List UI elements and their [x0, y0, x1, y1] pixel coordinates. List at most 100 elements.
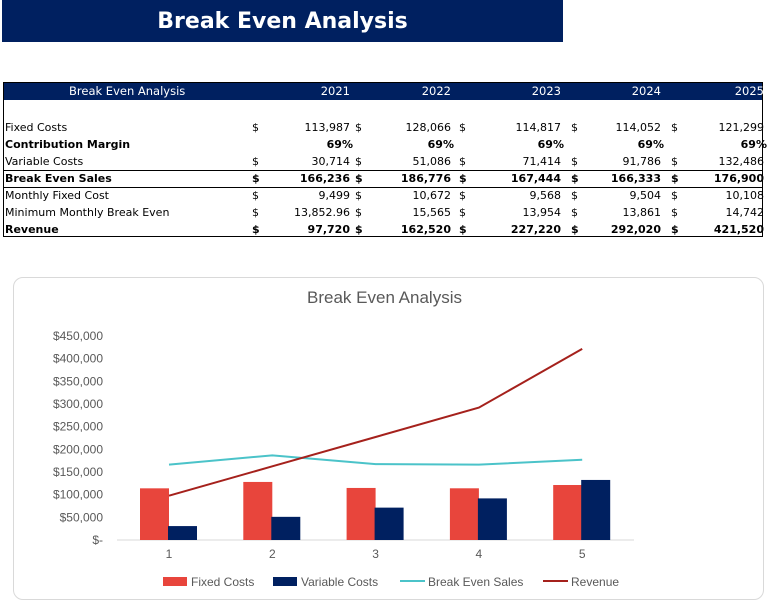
- currency-symbol: $: [355, 223, 363, 236]
- value-cell: 128,066: [405, 121, 452, 134]
- table-row: Break Even Sales $166,236 $186,776 $167,444…: [4, 170, 764, 187]
- y-tick-label: $300,000: [53, 397, 103, 411]
- currency-symbol: $: [571, 223, 579, 236]
- bar-fixed-costs: [553, 485, 583, 540]
- currency-symbol: $: [355, 155, 362, 168]
- bar-fixed-costs: [140, 488, 169, 540]
- value-cell: 91,786: [622, 155, 662, 168]
- year-header: 2025: [734, 84, 764, 98]
- row-label: Revenue: [5, 223, 59, 236]
- value-cell: 113,987: [304, 121, 351, 134]
- year-header: 2023: [531, 84, 561, 98]
- currency-symbol: $: [252, 121, 259, 134]
- currency-symbol: $: [252, 189, 259, 202]
- value-cell: 10,108: [725, 189, 765, 202]
- value-cell: 14,742: [725, 206, 765, 219]
- value-cell: 132,486: [718, 155, 765, 168]
- x-tick-label: 3: [372, 547, 379, 561]
- currency-symbol: $: [671, 206, 678, 219]
- line-break-even-sales: [168, 454, 583, 466]
- legend-label: Break Even Sales: [428, 575, 523, 589]
- x-tick-label: 1: [166, 547, 173, 561]
- value-cell: 30,714: [311, 155, 351, 168]
- y-tick-label: $-: [92, 533, 103, 547]
- value-cell: 176,900: [713, 172, 764, 185]
- row-label: Break Even Sales: [5, 172, 112, 185]
- currency-symbol: $: [252, 155, 259, 168]
- value-cell: 114,052: [615, 121, 662, 134]
- value-cell: 69%: [740, 138, 767, 151]
- value-cell: 114,817: [515, 121, 562, 134]
- chart-container: [13, 277, 764, 600]
- currency-symbol: $: [459, 223, 467, 236]
- year-header: 2024: [631, 84, 661, 98]
- bar-fixed-costs: [449, 488, 479, 540]
- row-divider: [4, 170, 762, 171]
- currency-symbol: $: [252, 172, 260, 185]
- year-header: 2021: [320, 84, 350, 98]
- value-cell: 421,520: [713, 223, 764, 236]
- value-cell: 186,776: [400, 172, 451, 185]
- value-cell: 9,504: [629, 189, 662, 202]
- currency-symbol: $: [459, 189, 466, 202]
- y-tick-label: $350,000: [53, 374, 103, 388]
- legend-swatch: [273, 577, 297, 586]
- row-divider: [4, 187, 762, 188]
- value-cell: 71,414: [522, 155, 562, 168]
- value-cell: 15,565: [412, 206, 452, 219]
- currency-symbol: $: [571, 206, 578, 219]
- x-tick-label: 4: [476, 547, 483, 561]
- currency-symbol: $: [671, 223, 679, 236]
- row-label: Variable Costs: [5, 155, 84, 168]
- year-header: 2022: [421, 84, 451, 98]
- currency-symbol: $: [252, 206, 259, 219]
- value-cell: 69%: [637, 138, 664, 151]
- value-cell: 166,236: [299, 172, 350, 185]
- y-tick-label: $400,000: [53, 352, 103, 366]
- line-revenue: [168, 348, 583, 497]
- currency-symbol: $: [571, 155, 578, 168]
- table-row: Contribution Margin 69% 69% 69% 69% 69%: [4, 136, 767, 153]
- currency-symbol: $: [355, 172, 363, 185]
- value-cell: 9,568: [529, 189, 562, 202]
- value-cell: 69%: [537, 138, 564, 151]
- table-row: Minimum Monthly Break Even $13,852.96 $15,…: [4, 204, 765, 221]
- bar-fixed-costs: [243, 481, 273, 540]
- bar-fixed-costs: [346, 487, 376, 540]
- currency-symbol: $: [252, 223, 260, 236]
- legend-label: Revenue: [571, 575, 619, 589]
- y-tick-label: $200,000: [53, 442, 103, 456]
- row-label: Minimum Monthly Break Even: [5, 206, 170, 219]
- currency-symbol: $: [671, 155, 678, 168]
- currency-symbol: $: [671, 121, 678, 134]
- bar-variable-costs: [581, 479, 611, 540]
- currency-symbol: $: [459, 121, 466, 134]
- x-tick-label: 2: [269, 547, 276, 561]
- value-cell: 13,861: [622, 206, 662, 219]
- value-cell: 10,672: [412, 189, 452, 202]
- bar-variable-costs: [168, 526, 197, 540]
- value-cell: 292,020: [610, 223, 661, 236]
- value-cell: 227,220: [510, 223, 561, 236]
- currency-symbol: $: [355, 206, 362, 219]
- currency-symbol: $: [459, 172, 467, 185]
- page-title-banner: Break Even Analysis: [2, 0, 563, 42]
- row-label: Fixed Costs: [5, 121, 68, 134]
- row-label: Monthly Fixed Cost: [5, 189, 109, 202]
- value-cell: 13,852.96: [294, 206, 350, 219]
- legend-label: Variable Costs: [301, 575, 378, 589]
- currency-symbol: $: [459, 155, 466, 168]
- y-tick-label: $450,000: [53, 329, 103, 343]
- currency-symbol: $: [355, 189, 362, 202]
- table-row: Fixed Costs $113,987 $128,066 $114,817 $114,…: [4, 119, 765, 136]
- value-cell: 13,954: [522, 206, 562, 219]
- bar-variable-costs: [374, 507, 404, 540]
- chart-title: Break Even Analysis: [307, 288, 462, 307]
- bar-variable-costs: [477, 498, 507, 540]
- row-label: Contribution Margin: [5, 138, 131, 151]
- value-cell: 162,520: [400, 223, 451, 236]
- currency-symbol: $: [459, 206, 466, 219]
- value-cell: 121,299: [718, 121, 765, 134]
- value-cell: 51,086: [412, 155, 452, 168]
